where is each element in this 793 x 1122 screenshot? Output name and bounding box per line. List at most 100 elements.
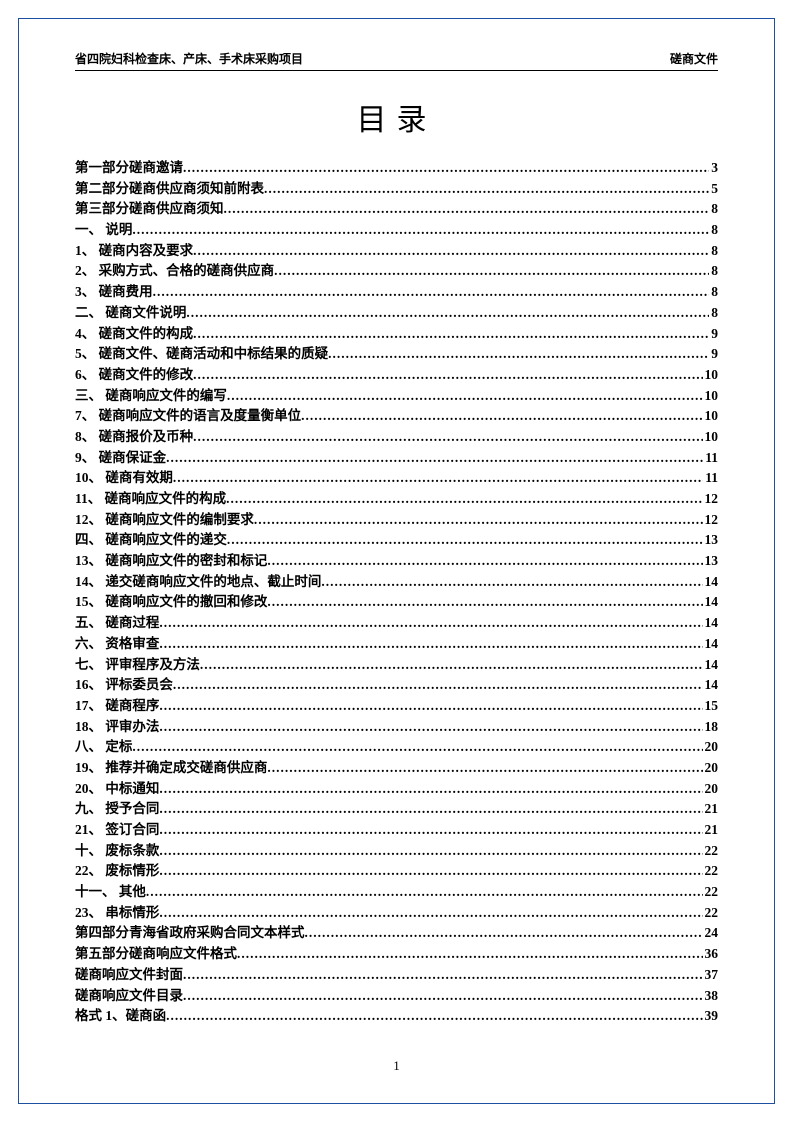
- toc-label: 第二部分磋商供应商须知前附表: [75, 182, 264, 196]
- toc-row: 五、 磋商过程 14: [75, 616, 718, 630]
- header-left: 省四院妇科检查床、产床、手术床采购项目: [75, 50, 303, 67]
- toc-label: 12、 磋商响应文件的编制要求: [75, 513, 254, 527]
- toc-row: 十、 废标条款22: [75, 844, 718, 858]
- toc-label: 1、 磋商内容及要求: [75, 244, 193, 258]
- toc-page: 5: [709, 182, 718, 196]
- toc-leader-dots: [159, 802, 702, 816]
- toc-label: 第四部分青海省政府采购合同文本样式: [75, 926, 305, 940]
- toc-leader-dots: [183, 161, 709, 175]
- toc-leader-dots: [193, 368, 702, 382]
- toc-leader-dots: [159, 864, 702, 878]
- toc-page: 9: [709, 327, 718, 341]
- toc-page: 20: [703, 761, 719, 775]
- toc-row: 9、 磋商保证金 11: [75, 451, 718, 465]
- toc-row: 14、 递交磋商响应文件的地点、截止时间14: [75, 575, 718, 589]
- toc-label: 11、 磋商响应文件的构成: [75, 492, 226, 506]
- toc-row: 19、 推荐并确定成交磋商供应商 20: [75, 761, 718, 775]
- toc-page: 14: [703, 637, 719, 651]
- toc-label: 八、 定标: [75, 740, 132, 754]
- toc-page: 36: [703, 947, 719, 961]
- toc-page: 39: [703, 1009, 719, 1023]
- toc-title: 目录: [75, 95, 718, 139]
- toc-label: 13、 磋商响应文件的密封和标记: [75, 554, 267, 568]
- toc-row: 21、 签订合同21: [75, 823, 718, 837]
- toc-leader-dots: [274, 264, 709, 278]
- toc-page: 9: [709, 347, 718, 361]
- toc-leader-dots: [267, 595, 702, 609]
- toc-leader-dots: [193, 327, 709, 341]
- toc-page: 8: [709, 223, 718, 237]
- toc-leader-dots: [227, 533, 703, 547]
- toc-row: 6、 磋商文件的修改 10: [75, 368, 718, 382]
- toc-leader-dots: [132, 223, 709, 237]
- toc-page: 22: [703, 864, 719, 878]
- toc-row: 12、 磋商响应文件的编制要求12: [75, 513, 718, 527]
- toc-page: 8: [709, 244, 718, 258]
- toc-leader-dots: [227, 389, 703, 403]
- toc-page: 14: [703, 658, 719, 672]
- toc-label: 十、 废标条款: [75, 844, 159, 858]
- toc-page: 15: [703, 699, 719, 713]
- toc-row: 8、 磋商报价及币种10: [75, 430, 718, 444]
- toc-leader-dots: [193, 430, 702, 444]
- toc-leader-dots: [159, 782, 702, 796]
- toc-label: 10、 磋商有效期: [75, 471, 173, 485]
- toc-page: 18: [703, 720, 719, 734]
- toc-page: 37: [703, 968, 719, 982]
- toc-label: 格式 1、磋商函: [75, 1009, 166, 1023]
- toc-label: 六、 资格审查: [75, 637, 159, 651]
- toc-label: 6、 磋商文件的修改: [75, 368, 193, 382]
- toc-label: 20、 中标通知: [75, 782, 159, 796]
- header-right: 磋商文件: [670, 50, 718, 67]
- page-number: 1: [0, 1058, 793, 1074]
- toc-row: 11、 磋商响应文件的构成12: [75, 492, 718, 506]
- toc-leader-dots: [321, 575, 702, 589]
- toc-leader-dots: [159, 720, 702, 734]
- toc-leader-dots: [237, 947, 703, 961]
- toc-row: 七、 评审程序及方法 14: [75, 658, 718, 672]
- toc-row: 7、 磋商响应文件的语言及度量衡单位10: [75, 409, 718, 423]
- toc-label: 22、 废标情形: [75, 864, 159, 878]
- toc-label: 9、 磋商保证金: [75, 451, 166, 465]
- toc-leader-dots: [159, 616, 702, 630]
- toc-label: 19、 推荐并确定成交磋商供应商: [75, 761, 267, 775]
- toc-row: 22、 废标情形 22: [75, 864, 718, 878]
- toc-label: 3、 磋商费用: [75, 285, 153, 299]
- toc-label: 四、 磋商响应文件的递交: [75, 533, 227, 547]
- toc-row: 六、 资格审查 14: [75, 637, 718, 651]
- toc-row: 十一、 其他22: [75, 885, 718, 899]
- toc-page: 14: [703, 678, 719, 692]
- toc-page: 8: [709, 306, 718, 320]
- toc-page: 11: [703, 451, 718, 465]
- toc-row: 20、 中标通知20: [75, 782, 718, 796]
- toc-label: 七、 评审程序及方法: [75, 658, 200, 672]
- toc-leader-dots: [146, 885, 703, 899]
- toc-leader-dots: [173, 678, 703, 692]
- toc-page: 10: [703, 368, 719, 382]
- toc-page: 22: [703, 885, 719, 899]
- toc-row: 第五部分磋商响应文件格式36: [75, 947, 718, 961]
- toc-page: 10: [703, 389, 719, 403]
- toc-leader-dots: [193, 244, 709, 258]
- toc-label: 磋商响应文件目录: [75, 989, 183, 1003]
- toc-label: 二、 磋商文件说明: [75, 306, 186, 320]
- toc-page: 14: [703, 616, 719, 630]
- toc-row: 九、 授予合同21: [75, 802, 718, 816]
- toc-leader-dots: [305, 926, 703, 940]
- toc-row: 二、 磋商文件说明 8: [75, 306, 718, 320]
- toc-label: 14、 递交磋商响应文件的地点、截止时间: [75, 575, 321, 589]
- toc-leader-dots: [132, 740, 702, 754]
- toc-label: 2、 采购方式、合格的磋商供应商: [75, 264, 274, 278]
- toc-page: 14: [703, 595, 719, 609]
- toc-label: 23、 串标情形: [75, 906, 159, 920]
- toc-leader-dots: [301, 409, 702, 423]
- toc-row: 17、 磋商程序15: [75, 699, 718, 713]
- toc-label: 7、 磋商响应文件的语言及度量衡单位: [75, 409, 301, 423]
- toc-row: 八、 定标20: [75, 740, 718, 754]
- toc-row: 16、 评标委员会14: [75, 678, 718, 692]
- toc-leader-dots: [267, 554, 702, 568]
- toc-leader-dots: [159, 823, 702, 837]
- toc-leader-dots: [159, 699, 702, 713]
- toc-label: 五、 磋商过程: [75, 616, 159, 630]
- toc-label: 第一部分磋商邀请: [75, 161, 183, 175]
